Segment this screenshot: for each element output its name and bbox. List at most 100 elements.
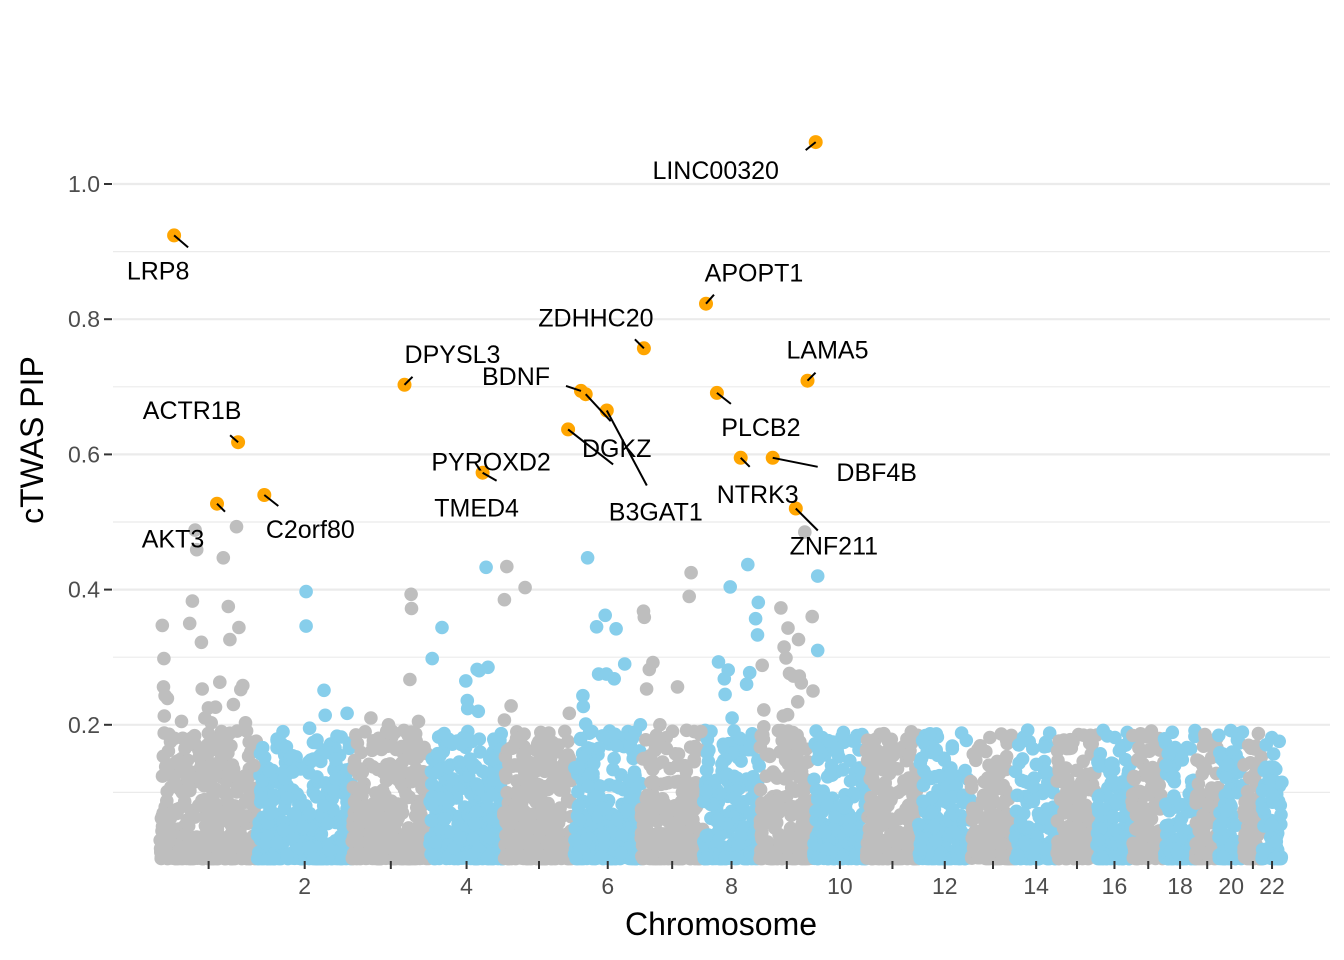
snp-point: [1157, 732, 1172, 746]
gene-label-lama5: LAMA5: [787, 337, 869, 365]
gene-point: [446, 772, 460, 786]
snp-point: [1138, 804, 1152, 819]
gene-point: [404, 587, 418, 602]
snp-point: [483, 830, 497, 845]
snp-point: [699, 784, 713, 798]
snp-point: [1106, 809, 1120, 824]
snp-point: [846, 733, 861, 747]
snp-point: [263, 806, 278, 821]
snp-point: [699, 828, 714, 843]
gene-label-ntrk3: NTRK3: [717, 481, 799, 509]
snp-point: [472, 732, 487, 746]
snp-point: [1162, 746, 1177, 760]
snp-point: [561, 748, 575, 762]
snp-point: [753, 782, 768, 797]
snp-point: [711, 813, 725, 827]
snp-point: [959, 733, 974, 748]
snp-point: [250, 851, 265, 866]
gene-point: [607, 672, 621, 686]
gene-label-dbf4b: DBF4B: [836, 459, 917, 487]
x-tick-label: 2: [298, 873, 311, 899]
snp-point: [715, 757, 729, 771]
snp-point: [411, 819, 426, 834]
snp-point: [1159, 758, 1173, 773]
gene-point: [639, 682, 654, 696]
x-tick-label: 22: [1259, 873, 1285, 899]
snp-point: [571, 785, 585, 799]
x-tick-label: 12: [932, 873, 958, 899]
gene-point: [810, 643, 825, 658]
gene-point: [381, 718, 396, 732]
gene-point: [246, 758, 261, 773]
snp-point: [593, 779, 608, 794]
snp-point: [763, 749, 777, 764]
gene-point: [633, 718, 648, 732]
snp-point: [661, 814, 676, 829]
gene-labels: LRP8AKT3ACTR1BC2orf80DPYSL3TMED4PYROXD2B…: [127, 141, 917, 561]
snp-point: [581, 779, 596, 794]
gene-point: [182, 616, 197, 631]
snp-point: [1251, 726, 1266, 741]
snp-point: [524, 790, 539, 805]
gene-point: [774, 601, 788, 615]
snp-point: [280, 791, 295, 805]
snp-point: [716, 737, 731, 752]
gene-point: [625, 731, 640, 746]
snp-point: [516, 749, 530, 763]
snp-point: [964, 779, 979, 794]
gene-point: [741, 557, 755, 572]
snp-point: [1264, 817, 1279, 832]
x-tick-label: 16: [1102, 873, 1128, 899]
grid-lines: [113, 182, 1330, 794]
gene-point: [748, 611, 763, 626]
snp-point: [399, 787, 413, 801]
snp-point: [553, 801, 567, 815]
gene-point: [185, 594, 200, 608]
snp-point: [306, 851, 320, 866]
snp-point: [639, 816, 653, 831]
gene-point: [742, 665, 757, 680]
snp-point: [656, 838, 670, 852]
snp-point: [441, 734, 456, 748]
gene-point: [779, 651, 793, 665]
gene-point: [805, 609, 819, 624]
gene-point: [155, 618, 170, 633]
snp-point: [836, 763, 850, 777]
snp-point: [836, 725, 851, 740]
snp-point: [365, 743, 379, 758]
snp-point: [744, 791, 758, 806]
snp-point: [255, 740, 270, 755]
gene-point: [216, 551, 231, 565]
snp-point: [596, 829, 611, 844]
snp-point: [1224, 723, 1238, 738]
snp-point: [556, 848, 571, 863]
snp-point: [349, 826, 364, 840]
snp-point: [425, 848, 440, 862]
gene-point: [192, 750, 206, 764]
snp-point: [387, 832, 401, 846]
snp-point: [276, 823, 291, 837]
gene-label-dgkz: DGKZ: [582, 435, 651, 463]
snp-point: [865, 752, 880, 766]
snp-point: [1259, 760, 1273, 775]
snp-point: [983, 781, 998, 795]
snp-point: [169, 802, 184, 817]
snp-point: [480, 851, 495, 865]
snp-point: [782, 768, 796, 782]
snp-point: [394, 739, 409, 754]
x-tick-label: 10: [827, 873, 853, 899]
snp-point: [287, 806, 302, 821]
snp-point: [866, 835, 880, 850]
snp-point: [383, 814, 398, 828]
snp-point: [655, 755, 670, 769]
gene-point: [617, 657, 632, 671]
gene-point: [232, 620, 246, 635]
gene-point: [157, 651, 171, 666]
y-tick-label: 1.0: [68, 171, 100, 197]
snp-point: [285, 749, 300, 763]
snp-point: [945, 741, 960, 756]
gene-point: [238, 716, 253, 730]
snp-point: [351, 849, 365, 864]
gene-point: [790, 695, 805, 709]
gene-point: [310, 770, 324, 784]
